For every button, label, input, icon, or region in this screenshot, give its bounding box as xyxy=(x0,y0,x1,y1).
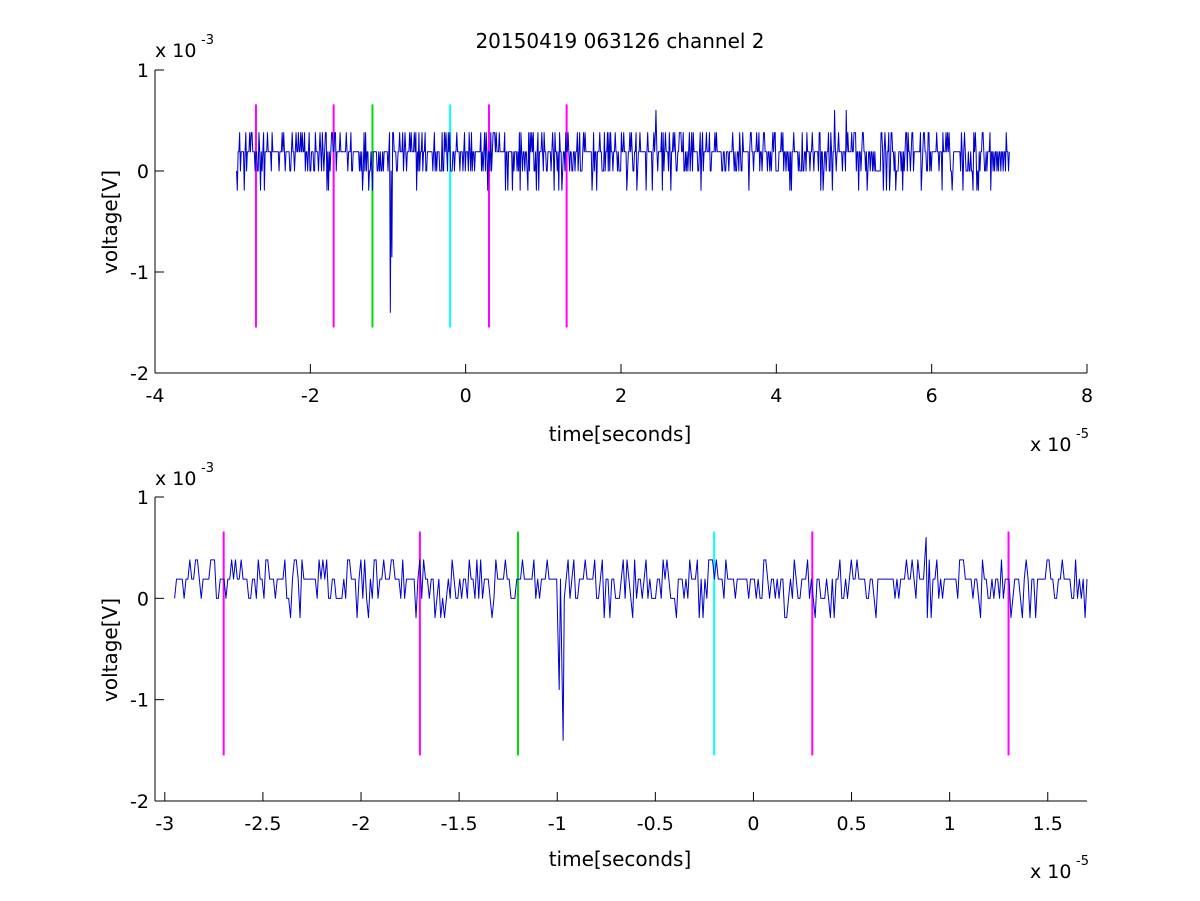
y-tick-label: -1 xyxy=(130,690,149,712)
x-tick-label: -3 xyxy=(155,813,174,835)
top-plot-ticks: -4 -2 0 2 4 6 8-2-101 xyxy=(130,60,1093,407)
x-tick-label: 0 xyxy=(460,385,472,407)
bottom-plot-axes xyxy=(154,497,1087,802)
x-tick-label: 6 xyxy=(926,385,938,407)
x-tick-label: -1 xyxy=(548,813,567,835)
y-tick-label: 1 xyxy=(137,487,149,509)
bottom-plot-trace xyxy=(174,537,1088,741)
top-plot-xlabel: time[seconds] xyxy=(549,422,692,446)
x-tick-label: -1.5 xyxy=(441,813,478,835)
x-tick-label: -2 xyxy=(352,813,371,835)
bottom-plot-x-multiplier-exp: -5 xyxy=(1076,854,1089,869)
x-tick-label: 1.5 xyxy=(1033,813,1063,835)
bottom-plot-ticks: -3 -2.5 -2 -1.5 -1 -0.5 0 0.5 1 1.5 -2 -1 0 1 xyxy=(130,487,1063,835)
voltage-trace xyxy=(174,537,1088,741)
top-plot-y-multiplier-exp: -3 xyxy=(201,33,214,48)
bottom-plot-y-multiplier-exp: -3 xyxy=(201,461,214,476)
x-tick-label: 0.5 xyxy=(836,813,866,835)
x-tick-label: 2 xyxy=(615,385,627,407)
bottom-plot: -3 -2.5 -2 -1.5 -1 -0.5 0 0.5 1 1.5 -2 -1 0 1 time[se… xyxy=(98,461,1089,883)
x-tick-label: -2.5 xyxy=(244,813,281,835)
voltage-trace xyxy=(236,109,1010,313)
y-tick-label: -2 xyxy=(130,363,149,385)
y-tick-label: -2 xyxy=(130,791,149,813)
x-tick-label: 8 xyxy=(1081,385,1093,407)
bottom-plot-x-multiplier: x 10 xyxy=(1030,861,1071,883)
bottom-plot-ylabel: voltage[V] xyxy=(98,598,122,702)
top-plot-axes xyxy=(154,70,1087,374)
y-tick-label: -1 xyxy=(130,262,149,284)
figure-title: 20150419 063126 channel 2 xyxy=(475,29,764,53)
x-tick-label: 4 xyxy=(770,385,782,407)
top-plot: -4 -2 0 2 4 6 8-2-101 time[seconds] voltage[V]… xyxy=(98,33,1093,456)
top-plot-y-multiplier: x 10 xyxy=(155,40,196,62)
bottom-plot-markers xyxy=(222,531,1010,756)
x-tick-label: 1 xyxy=(944,813,956,835)
y-tick-label: 0 xyxy=(137,588,149,610)
top-plot-trace xyxy=(236,109,1010,313)
y-tick-label: 1 xyxy=(137,60,149,82)
bottom-plot-xlabel: time[seconds] xyxy=(549,847,692,871)
top-plot-x-multiplier-exp: -5 xyxy=(1076,427,1089,442)
x-tick-label: -4 xyxy=(146,385,165,407)
top-plot-x-multiplier: x 10 xyxy=(1030,434,1071,456)
x-tick-label: -0.5 xyxy=(637,813,674,835)
x-tick-label: -2 xyxy=(301,385,320,407)
bottom-plot-y-multiplier: x 10 xyxy=(155,468,196,490)
y-tick-label: 0 xyxy=(137,161,149,183)
top-plot-ylabel: voltage[V] xyxy=(98,170,122,274)
x-tick-label: 0 xyxy=(747,813,759,835)
